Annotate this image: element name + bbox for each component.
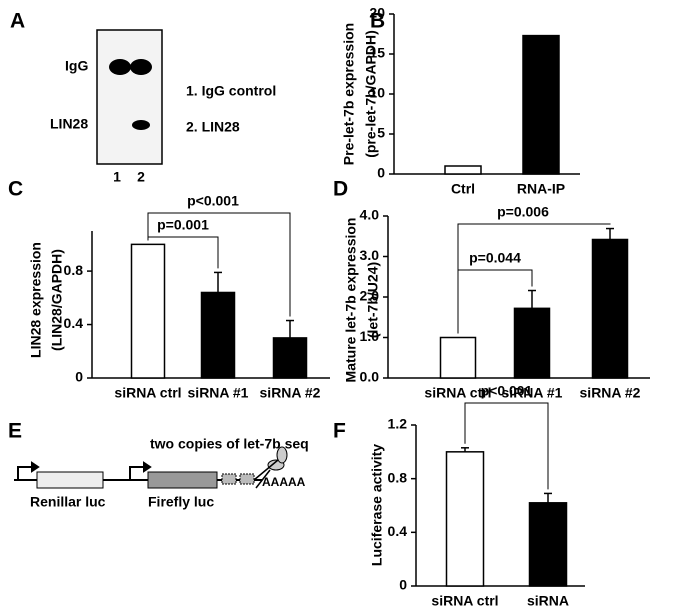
panel-letter: D (333, 178, 348, 201)
y-tick-label: 0 (377, 165, 385, 181)
y-tick-label: 20 (369, 5, 385, 21)
significance-label: p<0.001 (187, 193, 239, 209)
y-tick-label: 15 (369, 45, 385, 61)
construct-diagram (14, 446, 288, 489)
bar (200, 291, 236, 379)
bar (439, 336, 477, 379)
y-axis-label: Luciferase activity (369, 444, 385, 566)
y-tick-label: 0 (399, 577, 407, 593)
bar (513, 307, 551, 379)
y-axis-label: Pre-let-7b expression (341, 23, 357, 165)
y-tick-label: 0.8 (64, 262, 84, 278)
x-tick-label: siRNA ctrl (424, 385, 491, 401)
significance-label: p=0.044 (469, 250, 521, 266)
blot (96, 29, 163, 165)
box-label: Firefly luc (148, 494, 214, 510)
x-tick-label: siRNA #1 (188, 385, 249, 401)
x-tick-label: siRNA #1 (502, 385, 563, 401)
blot-legend: 2. LIN28 (186, 119, 240, 135)
blot-band (132, 120, 150, 130)
significance-bracket (147, 212, 291, 317)
y-axis-label: (LIN28/GAPDH) (49, 249, 65, 351)
panel-letter: B (370, 10, 385, 33)
significance-label: p=0.006 (497, 204, 549, 220)
y-axis-label: (let-7b/U24) (365, 262, 381, 338)
panel-letter: F (333, 420, 346, 443)
y-tick-label: 0.4 (64, 315, 84, 331)
band-label: IgG (65, 58, 88, 74)
panel-letter: A (10, 10, 25, 33)
x-tick-label: siRNA #2 (580, 385, 641, 401)
lane-label: 2 (137, 169, 145, 185)
lane-label: 1 (113, 169, 121, 185)
x-tick-label: Ctrl (451, 181, 475, 197)
y-tick-label: 3.0 (360, 247, 380, 263)
panel-letter: C (8, 178, 23, 201)
y-tick-label: 10 (369, 85, 385, 101)
x-tick-label: siRNA ctrl (431, 593, 498, 609)
y-axis-label: Mature let-7b expression (343, 218, 359, 383)
bar (522, 34, 560, 175)
y-tick-label: 0.4 (388, 523, 408, 539)
y-tick-label: 2.0 (360, 288, 380, 304)
box-label: Renillar luc (30, 494, 106, 510)
x-tick-label: RNA-IP (517, 181, 565, 197)
x-tick-label: siRNA #2 (260, 385, 321, 401)
significance-bracket (464, 402, 549, 490)
significance-label: p=0.001 (157, 217, 209, 233)
y-tick-label: 0.8 (388, 469, 408, 485)
significance-label: p<0.001 (481, 383, 533, 399)
band-label: LIN28 (50, 116, 88, 132)
y-tick-label: 1.2 (388, 416, 408, 432)
blot-band (109, 59, 131, 75)
insert-label: two copies of let-7b seq (150, 436, 309, 452)
significance-bracket (457, 223, 611, 334)
y-axis-label: LIN28 expression (28, 242, 44, 358)
polya-label: AAAAA (262, 475, 306, 489)
x-tick-label: siRNA (527, 593, 569, 609)
bar (591, 238, 629, 379)
blot-band (130, 59, 152, 75)
bar (445, 451, 485, 587)
y-tick-label: 0.0 (360, 369, 380, 385)
panel-letter: E (8, 420, 22, 443)
bar (528, 502, 568, 587)
y-tick-label: 5 (377, 125, 385, 141)
bar (444, 165, 482, 175)
y-tick-label: 0 (75, 369, 83, 385)
y-tick-label: 4.0 (360, 207, 380, 223)
bar (130, 243, 166, 379)
bar (272, 337, 308, 379)
y-tick-label: 1.0 (360, 328, 380, 344)
x-tick-label: siRNA ctrl (114, 385, 181, 401)
blot-legend: 1. IgG control (186, 83, 276, 99)
y-axis-label: (pre-let-7b/GAPDH) (363, 30, 379, 158)
